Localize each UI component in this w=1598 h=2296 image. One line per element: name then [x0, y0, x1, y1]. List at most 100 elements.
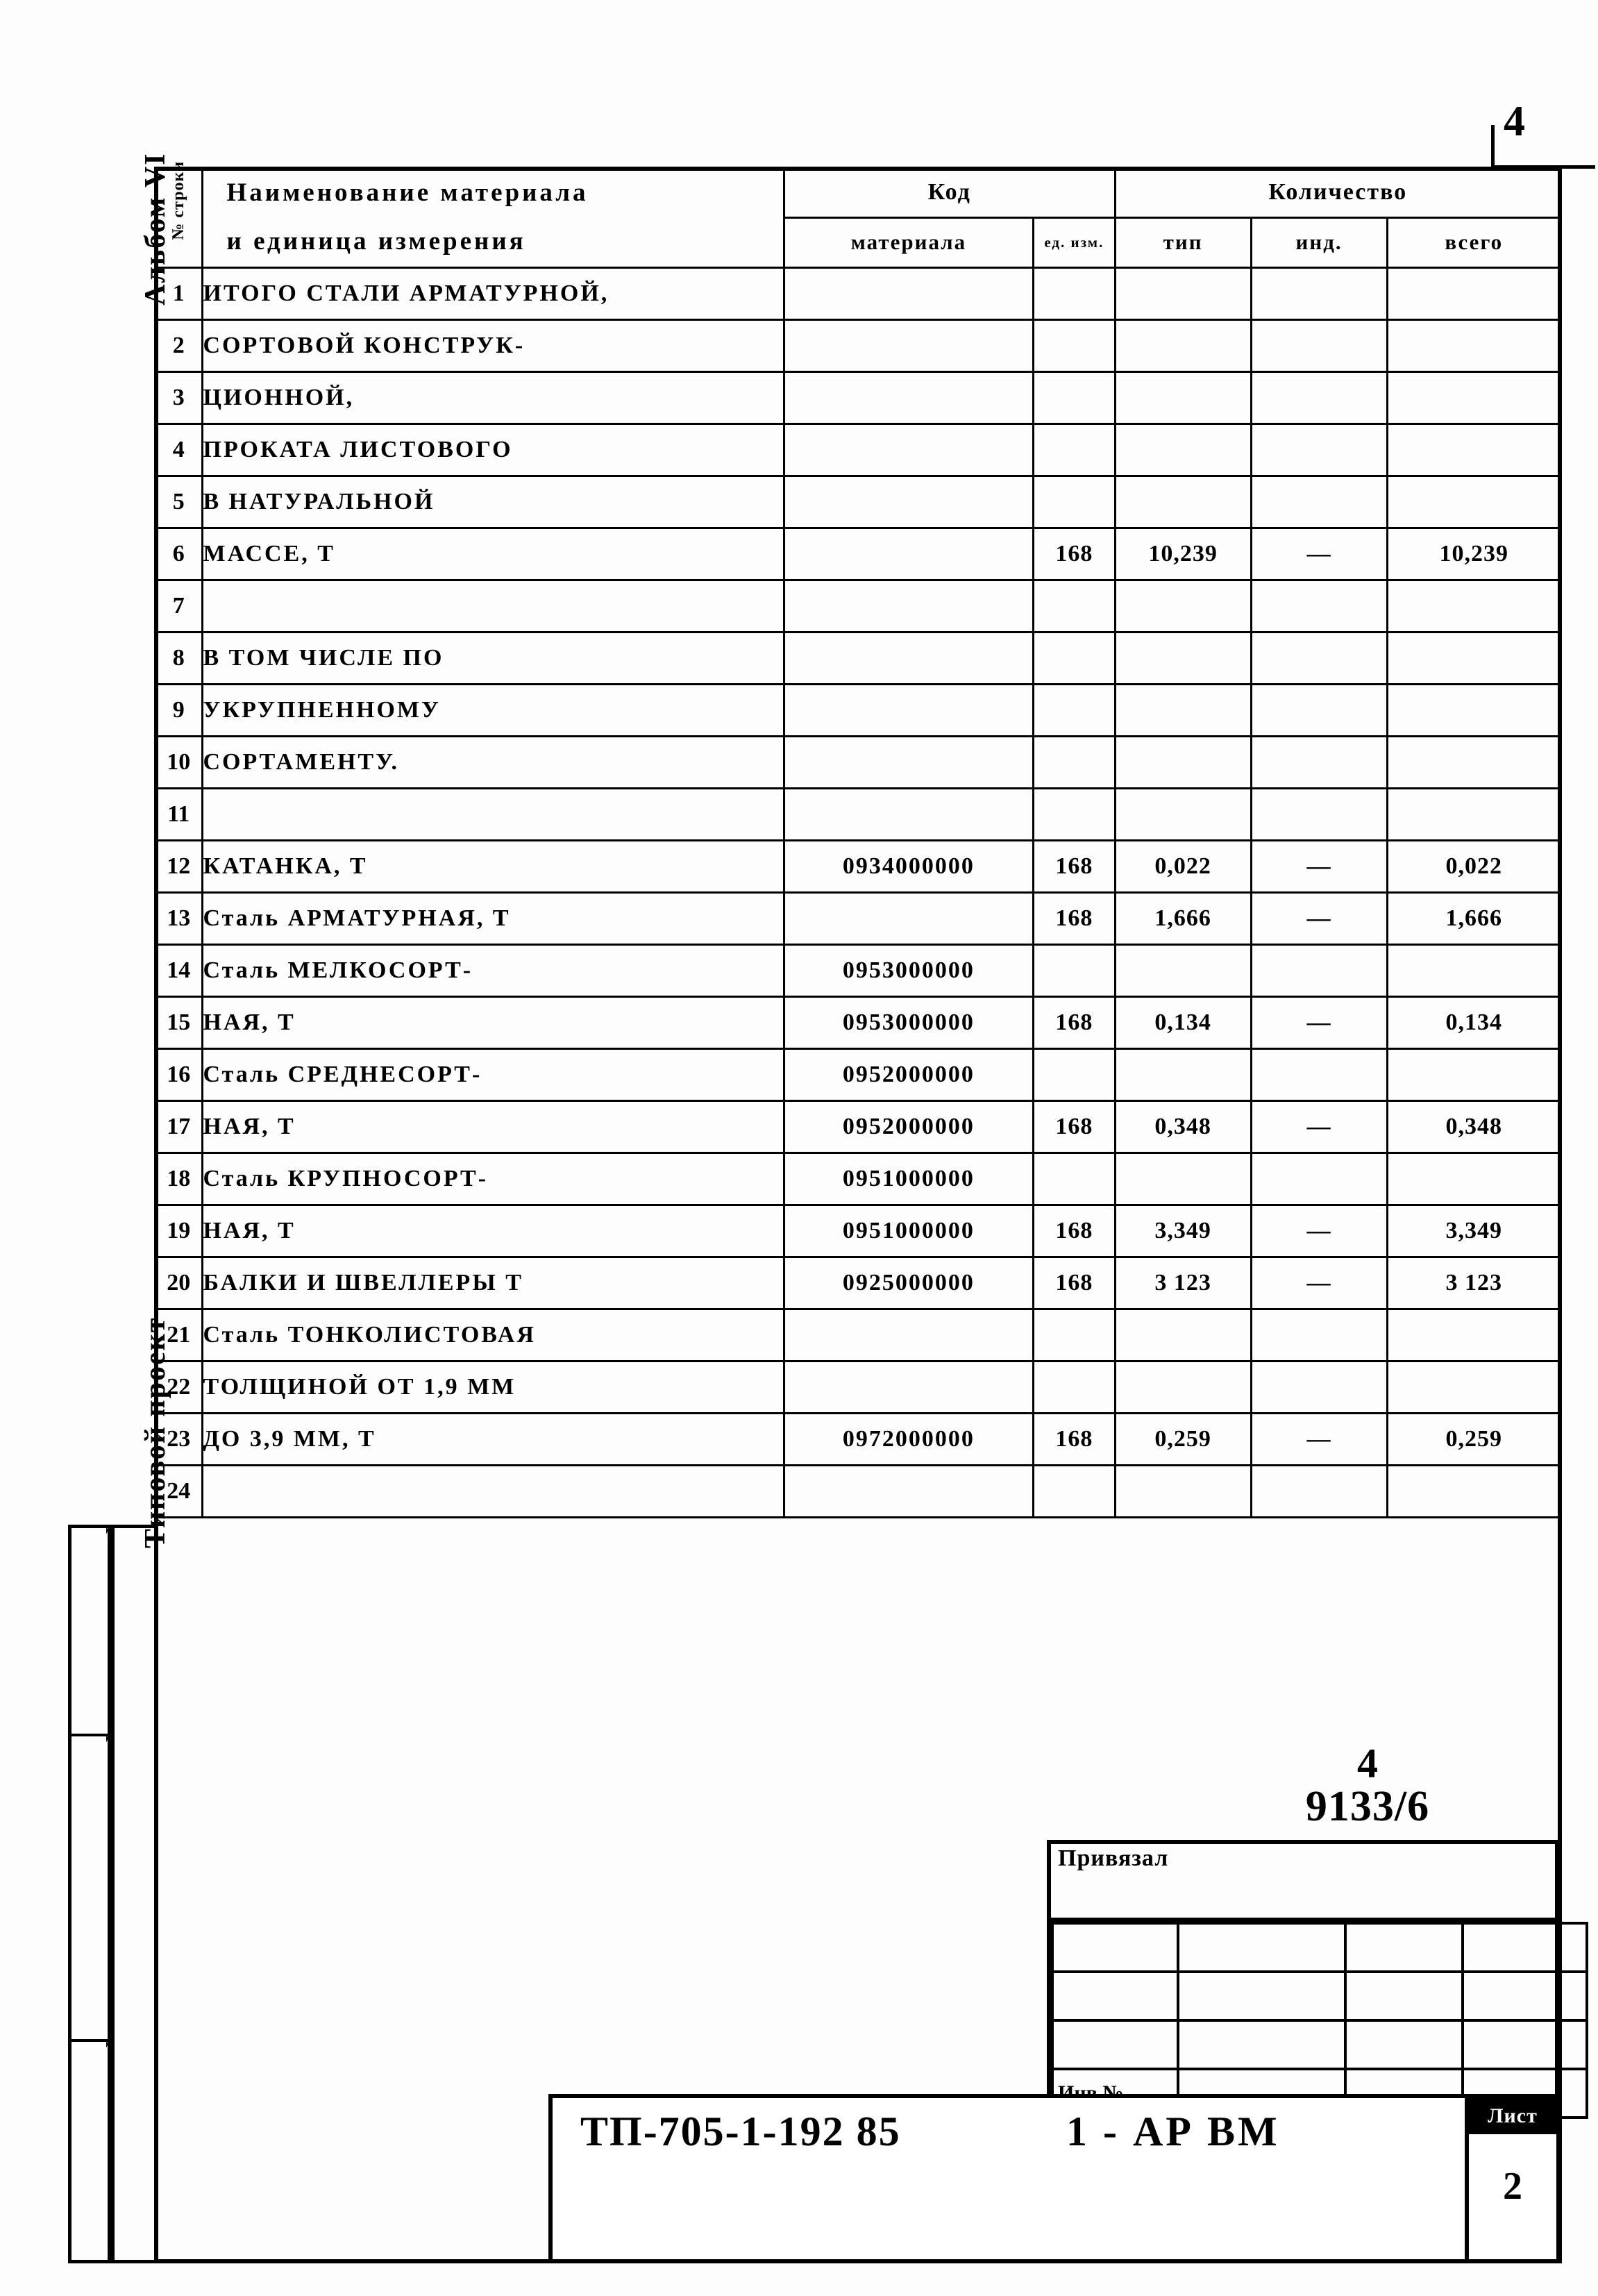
table-cell-material-name: БАЛКИ И ШВЕЛЛЕРЫ Т: [201, 1255, 785, 1310]
table-row: 9 УКРУПНЕННОМУ: [154, 682, 1563, 737]
privyazal-cell[interactable]: [1344, 1922, 1464, 1973]
table-cell-row-number: 21: [154, 1307, 203, 1362]
table-cell-unit: 168: [1032, 1203, 1116, 1258]
table-row: 13 Сталь АРМАТУРНАЯ, Т 168 1,666—1,666: [154, 891, 1563, 946]
table-cell-quantity-ind: [1250, 474, 1388, 529]
privyazal-cell[interactable]: [1051, 1922, 1179, 1973]
title-block-document-number: ТП-705-1-192 85: [580, 2109, 901, 2154]
privyazal-cell[interactable]: [1177, 2019, 1347, 2070]
table-cell-row-number: 22: [154, 1359, 203, 1414]
table-cell-material-code: 0953000000: [782, 995, 1035, 1050]
privyazal-cell[interactable]: [1177, 1970, 1347, 2022]
stamp-label-podpis: Подпись и дата: [102, 1736, 108, 1742]
table-cell-material-code: [782, 578, 1035, 633]
privyazal-cell[interactable]: [1051, 1970, 1179, 2022]
privyazal-cell[interactable]: [1177, 1922, 1347, 1973]
table-cell-quantity-total: [1386, 1359, 1563, 1414]
table-cell-material-name: ПРОКАТА ЛИСТОВОГО: [201, 422, 785, 477]
table-cell-quantity-ind: [1250, 370, 1388, 425]
table-row: 22 ТОЛЩИНОЙ ОТ 1,9 ММ: [154, 1359, 1563, 1414]
table-cell-material-name: В ТОМ ЧИСЛЕ ПО: [201, 630, 785, 685]
table-cell-quantity-ind: [1250, 630, 1388, 685]
privyazal-label: Привязал: [1051, 1844, 1555, 1922]
column-header-ind: инд.: [1250, 216, 1388, 269]
table-cell-quantity-type: 0,134: [1113, 995, 1252, 1050]
table-row: 18 Сталь КРУПНОСОРТ- 0951000000: [154, 1151, 1563, 1206]
table-cell-material-code: [782, 630, 1035, 685]
title-block-sheet-number: 2: [1503, 2165, 1522, 2208]
table-row: 3 ЦИОННОЙ,: [154, 370, 1563, 425]
table-cell-unit: [1032, 1307, 1116, 1362]
column-header-type: тип: [1113, 216, 1252, 269]
table-cell-quantity-total: [1386, 735, 1563, 789]
privyazal-row: [1051, 2019, 1588, 2070]
table-cell-material-code: [782, 787, 1035, 841]
table-cell-quantity-ind: —: [1250, 1411, 1388, 1466]
table-cell-quantity-ind: —: [1250, 1255, 1388, 1310]
table-cell-quantity-type: [1113, 682, 1252, 737]
table-cell-row-number: 4: [154, 422, 203, 477]
table-cell-quantity-total: [1386, 1047, 1563, 1102]
privyazal-signature-table: Инв.№: [1051, 1922, 1588, 2119]
table-cell-quantity-type: [1113, 1464, 1252, 1518]
table-cell-unit: [1032, 578, 1116, 633]
table-cell-unit: [1032, 474, 1116, 529]
table-cell-row-number: 14: [154, 943, 203, 998]
table-row: 15 НАЯ, Т 0953000000 168 0,134—0,134: [154, 995, 1563, 1050]
table-cell-material-code: 0952000000: [782, 1047, 1035, 1102]
table-cell-unit: 168: [1032, 1255, 1116, 1310]
column-group-header-quantity: Количество: [1113, 167, 1563, 219]
table-cell-material-code: 0934000000: [782, 839, 1035, 894]
table-cell-row-number: 10: [154, 735, 203, 789]
table-cell-unit: [1032, 1464, 1116, 1518]
table-row: 2 СОРТОВОЙ КОНСТРУК-: [154, 318, 1563, 373]
table-cell-unit: 168: [1032, 1099, 1116, 1154]
title-block-sheet-label: Лист: [1469, 2098, 1556, 2134]
table-cell-quantity-total: [1386, 1307, 1563, 1362]
table-cell-material-name: ЦИОННОЙ,: [201, 370, 785, 425]
table-cell-material-name: НАЯ, Т: [201, 1203, 785, 1258]
drawing-code-number: 4: [1357, 1741, 1378, 1786]
privyazal-cell[interactable]: [1344, 2019, 1464, 2070]
table-cell-quantity-ind: [1250, 318, 1388, 373]
table-row: 19 НАЯ, Т 0951000000 168 3,349—3,349: [154, 1203, 1563, 1258]
table-cell-quantity-type: 1,666: [1113, 891, 1252, 946]
table-cell-unit: [1032, 422, 1116, 477]
table-cell-material-name: НАЯ, Т: [201, 995, 785, 1050]
table-cell-material-code: 0951000000: [782, 1203, 1035, 1258]
table-cell-material-name: КАТАНКА, Т: [201, 839, 785, 894]
table-cell-quantity-type: [1113, 1047, 1252, 1102]
title-block-sheet-column: Лист 2: [1465, 2098, 1556, 2259]
table-cell-unit: [1032, 318, 1116, 373]
table-cell-quantity-ind: [1250, 1047, 1388, 1102]
privyazal-cell[interactable]: [1461, 1922, 1588, 1973]
table-cell-material-code: 0951000000: [782, 1151, 1035, 1206]
table-row: 10 СОРТАМЕНТУ.: [154, 735, 1563, 789]
table-cell-row-number: 16: [154, 1047, 203, 1102]
privyazal-cell[interactable]: [1344, 1970, 1464, 2022]
table-row: 23 ДО 3,9 ММ, Т 0972000000 168 0,259—0,259: [154, 1411, 1563, 1466]
table-cell-quantity-type: 3 123: [1113, 1255, 1252, 1310]
table-cell-material-code: 0925000000: [782, 1255, 1035, 1310]
table-cell-quantity-type: 3,349: [1113, 1203, 1252, 1258]
table-cell-quantity-total: [1386, 266, 1563, 321]
privyazal-cell[interactable]: [1461, 2019, 1588, 2070]
table-cell-material-name: Сталь МЕЛКОСОРТ-: [201, 943, 785, 998]
column-header-unit: ед. изм.: [1032, 216, 1116, 269]
table-cell-row-number: 9: [154, 682, 203, 737]
table-cell-unit: 168: [1032, 839, 1116, 894]
column-header-material-code: материала: [782, 216, 1035, 269]
table-row: 12 КАТАНКА, Т 0934000000 168 0,022—0,022: [154, 839, 1563, 894]
privyazal-cell[interactable]: [1051, 2019, 1179, 2070]
privyazal-cell[interactable]: [1461, 1970, 1588, 2022]
table-cell-quantity-ind: [1250, 1151, 1388, 1206]
table-cell-quantity-total: 0,134: [1386, 995, 1563, 1050]
table-cell-quantity-ind: —: [1250, 1203, 1388, 1258]
table-cell-quantity-ind: —: [1250, 1099, 1388, 1154]
table-cell-material-name: [201, 787, 785, 841]
table-cell-quantity-type: 10,239: [1113, 526, 1252, 581]
table-cell-material-name: ИТОГО СТАЛИ АРМАТУРНОЙ,: [201, 266, 785, 321]
table-cell-material-code: 0952000000: [782, 1099, 1035, 1154]
column-group-header-code: Код: [782, 167, 1116, 219]
